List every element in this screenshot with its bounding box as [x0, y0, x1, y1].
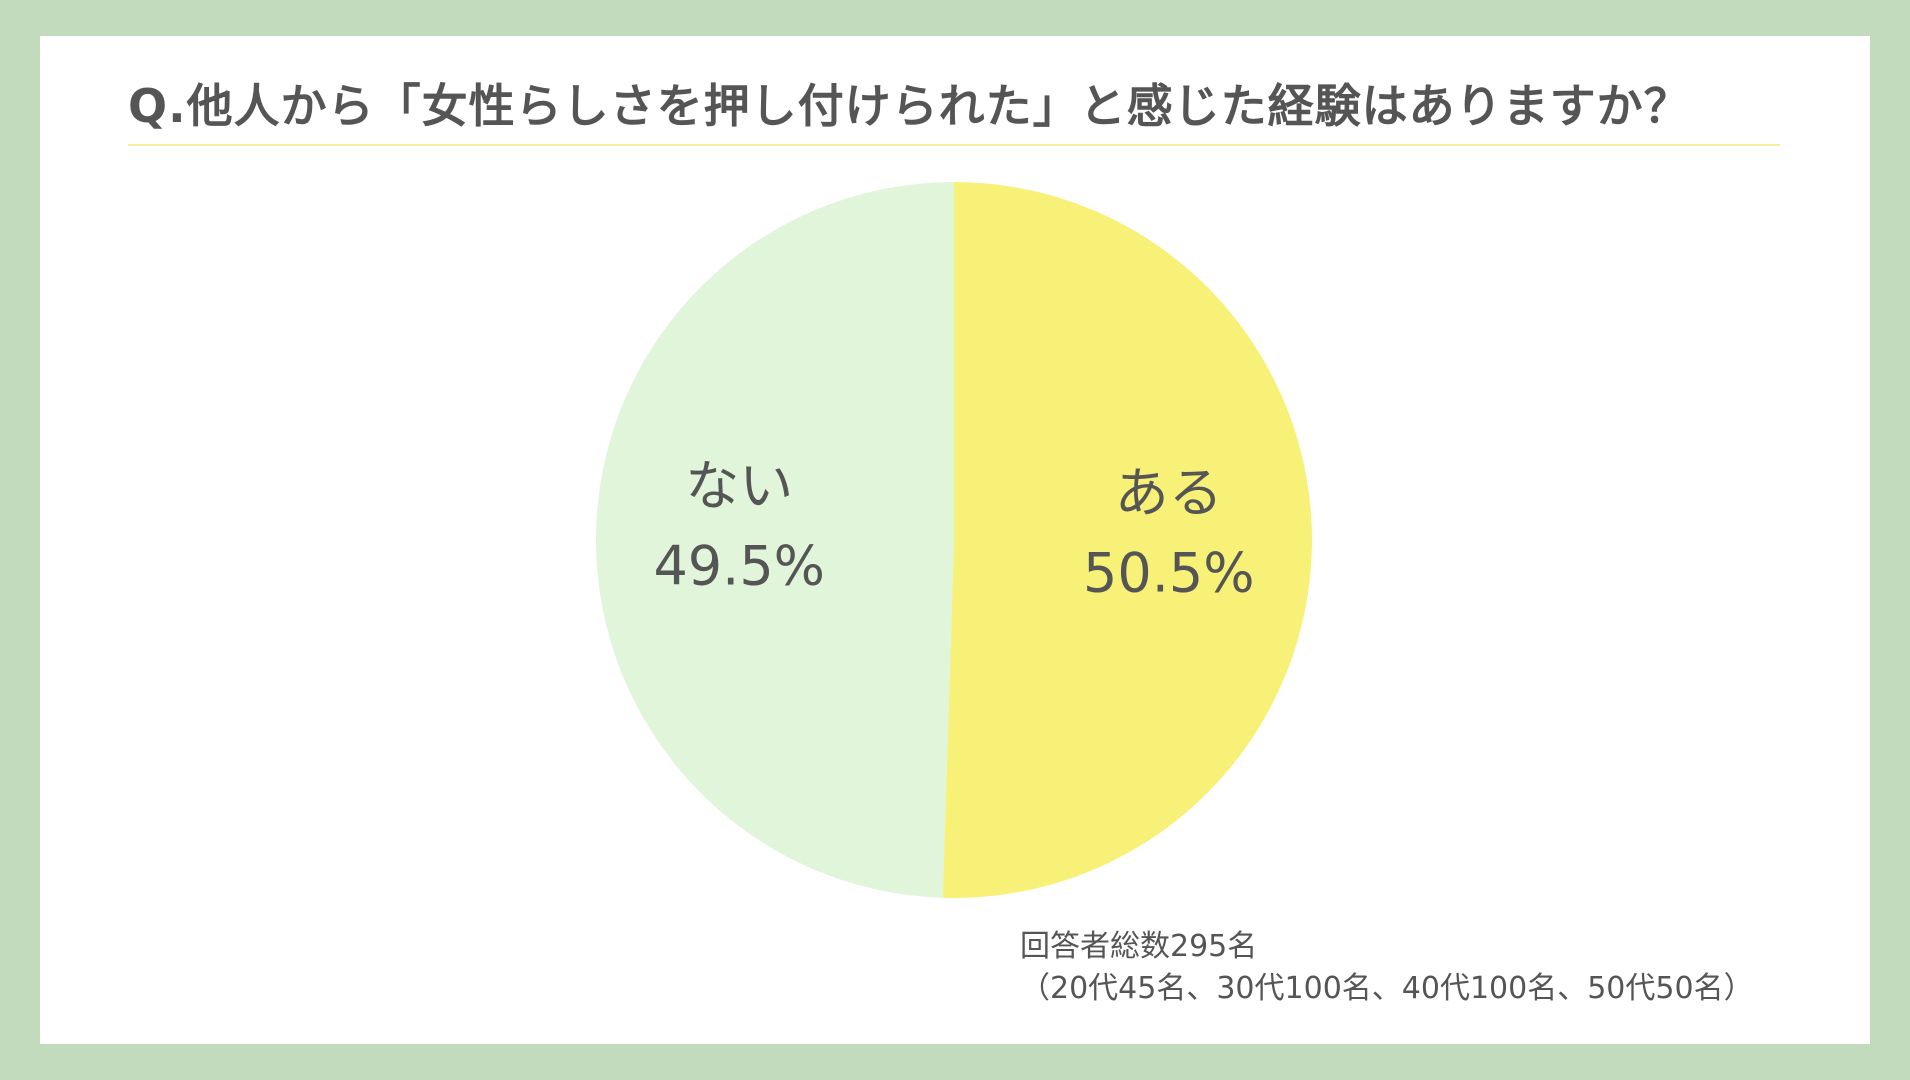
pie-slice-0: [942, 182, 1313, 898]
slice-label-1: ない: [685, 455, 793, 518]
respondent-total: 回答者総数295名: [1020, 929, 1258, 964]
chart-title: Q.他人から「女性らしさを押し付けられた」と感じた経験はありますか？: [128, 79, 1691, 133]
respondent-breakdown: （20代45名、30代100名、40代100名、50代50名）: [1020, 971, 1754, 1006]
chart-panel: Q.他人から「女性らしさを押し付けられた」と感じた経験はありますか？ ある 50.…: [40, 36, 1870, 1044]
slice-value-0: 50.5%: [1083, 541, 1255, 604]
pie-slice-1: [596, 182, 954, 898]
title-underline: [128, 144, 1780, 146]
respondent-note: 回答者総数295名 （20代45名、30代100名、40代100名、50代50名…: [1020, 926, 1754, 1010]
slice-label-0: ある: [1115, 461, 1223, 524]
slice-value-1: 49.5%: [653, 535, 825, 598]
pie-chart: ある 50.5% ない 49.5%: [596, 182, 1313, 898]
